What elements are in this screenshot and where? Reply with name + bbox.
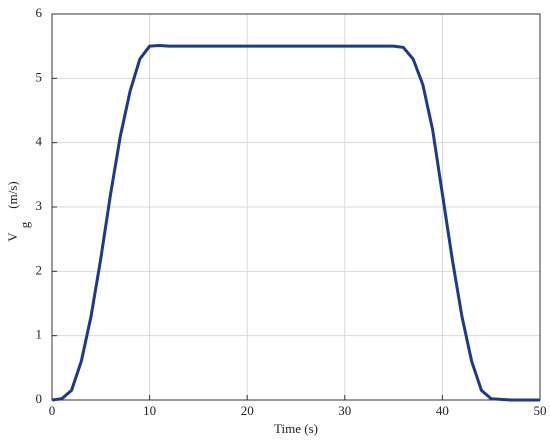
- y-axis-label: V g (m/s): [5, 181, 32, 241]
- y-label-unit: (m/s): [5, 181, 20, 208]
- y-tick-label: 6: [36, 5, 43, 20]
- x-tick-label: 30: [338, 403, 351, 418]
- y-label-subscript: g: [17, 221, 32, 228]
- plot-frame: [51, 13, 541, 401]
- y-tick-label: 2: [36, 262, 43, 277]
- x-tick-label: 10: [143, 403, 156, 418]
- x-axis-label: Time (s): [274, 421, 318, 436]
- y-tick-label: 1: [36, 327, 43, 342]
- line-series: [51, 44, 540, 402]
- y-tick-label: 3: [36, 198, 43, 213]
- x-tick-label: 40: [436, 403, 449, 418]
- y-tick-label: 0: [36, 391, 43, 406]
- x-tick-label: 50: [534, 403, 547, 418]
- y-label-main: V: [5, 232, 20, 242]
- y-tick-label: 4: [36, 134, 43, 149]
- x-tick-label: 20: [241, 403, 254, 418]
- y-tick-label: 5: [36, 69, 43, 84]
- x-tick-label: 0: [49, 403, 56, 418]
